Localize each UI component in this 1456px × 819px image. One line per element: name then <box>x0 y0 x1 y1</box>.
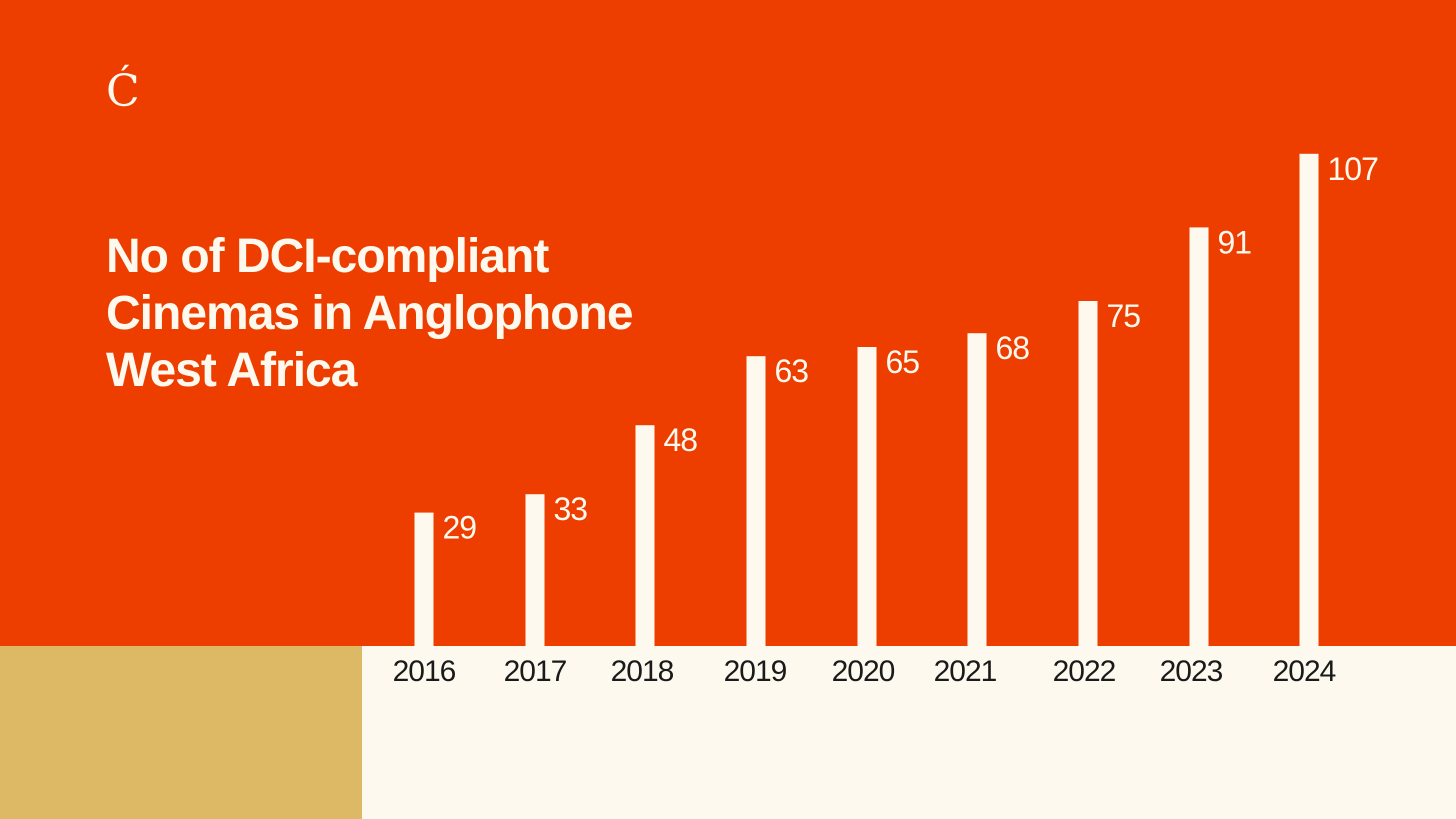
value-label-2016: 29 <box>443 510 477 546</box>
value-label-2017: 33 <box>554 491 588 527</box>
tick-label-2016: 2016 <box>393 655 456 688</box>
bar-2023 <box>1189 227 1209 646</box>
value-label-2019: 63 <box>775 353 809 389</box>
chart-title-line-1: No of DCI-compliant <box>106 230 549 283</box>
bar-2022 <box>1078 301 1098 646</box>
bar-2017 <box>525 494 545 646</box>
chart-title-line-2: Cinemas in Anglophone <box>106 287 634 340</box>
chart-title: No of DCI-compliant Cinemas in Anglophon… <box>106 228 726 399</box>
tick-label-2021: 2021 <box>934 655 997 688</box>
tick-label-2020: 2020 <box>832 655 895 688</box>
bar-2018 <box>635 425 655 646</box>
tick-label-2019: 2019 <box>724 655 787 688</box>
bar-2020 <box>857 347 877 646</box>
accent-block <box>0 646 362 819</box>
brand-logo: Ć <box>106 66 140 117</box>
value-label-2023: 91 <box>1218 224 1252 260</box>
value-label-group: 29 33 48 63 65 68 75 91 107 <box>443 151 1380 546</box>
value-label-2022: 75 <box>1107 298 1141 334</box>
value-label-2021: 68 <box>996 330 1030 366</box>
tick-label-2017: 2017 <box>504 655 567 688</box>
x-axis-ticks: 2016 2017 2018 2019 2020 2021 2022 2023 2024 <box>393 655 1337 688</box>
bar-2019 <box>746 356 766 646</box>
bar-2016 <box>414 512 434 646</box>
tick-label-2023: 2023 <box>1160 655 1223 688</box>
tick-label-2022: 2022 <box>1053 655 1116 688</box>
value-label-2024: 107 <box>1328 151 1379 187</box>
axis-band <box>362 646 1456 819</box>
value-label-2020: 65 <box>886 344 920 380</box>
bar-2021 <box>967 333 987 646</box>
chart-background <box>0 0 1456 646</box>
tick-label-2018: 2018 <box>611 655 674 688</box>
chart-title-line-3: West Africa <box>106 344 357 397</box>
bar-2024 <box>1299 153 1319 647</box>
value-label-2018: 48 <box>664 422 698 458</box>
bar-series <box>414 153 1319 647</box>
tick-label-2024: 2024 <box>1273 655 1336 688</box>
